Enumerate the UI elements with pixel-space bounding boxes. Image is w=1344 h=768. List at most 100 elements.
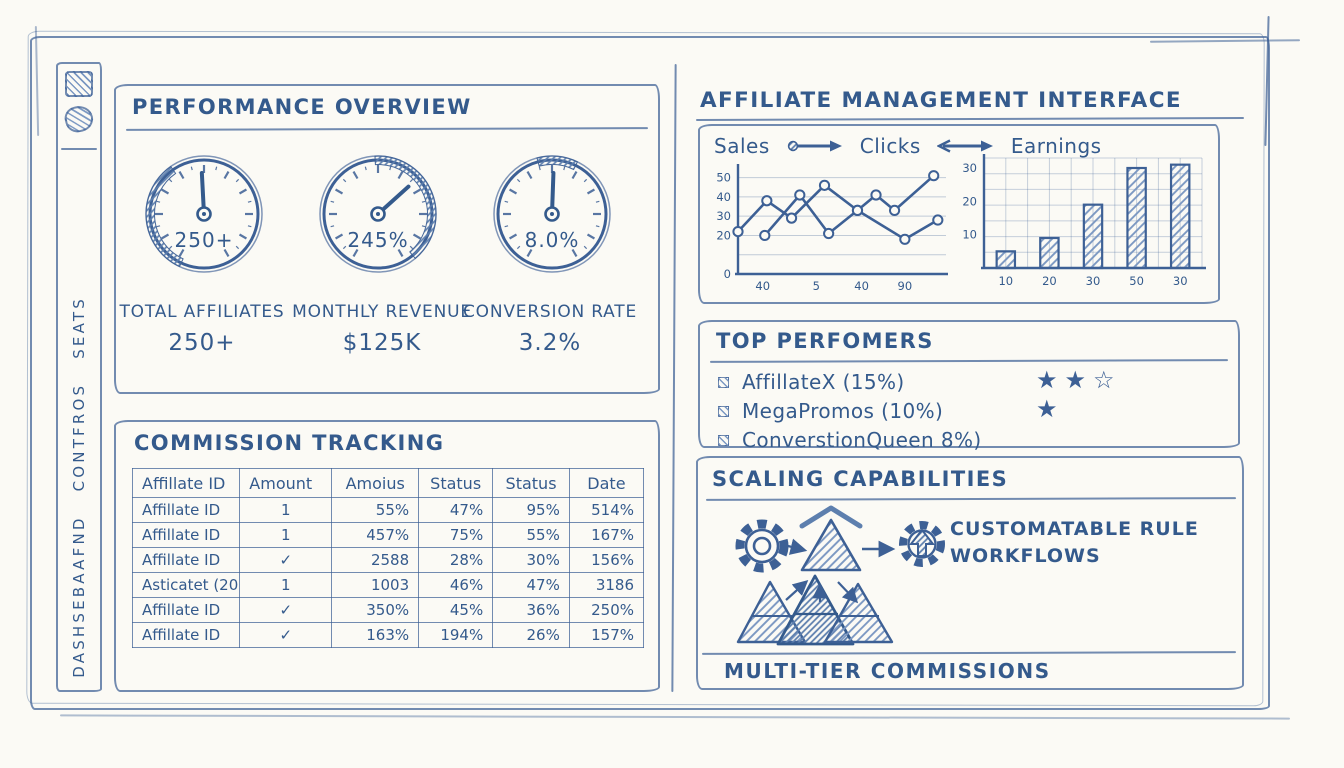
table-cell: 167% (568, 522, 645, 548)
stat-value: $125K (342, 330, 422, 356)
data-point (823, 227, 835, 240)
flow-arrow-icon (787, 140, 842, 152)
sidebar-divider (61, 148, 97, 150)
performer-name: MegaPromos (10%) (742, 399, 944, 423)
svg-text:20: 20 (1042, 274, 1057, 288)
table-cell: 55% (492, 522, 570, 548)
stat-label: CONVERSION RATE (462, 302, 637, 322)
table-cell: 194% (418, 622, 494, 648)
table-cell: 2588 (331, 547, 420, 573)
upgrade-gear-icon (899, 521, 945, 567)
table-row[interactable]: Affillate ID ✓ 163% 194% 26% 157% (131, 622, 645, 648)
sketch-stroke (59, 714, 1291, 720)
performer-item[interactable]: MegaPromos (10%) ★ (718, 395, 1218, 425)
data-point (732, 226, 744, 238)
bar (1039, 236, 1060, 270)
star-rating: ★ (1036, 395, 1065, 423)
performer-item[interactable]: AffillateX (15%) ★★☆ (718, 366, 1218, 396)
table-cell: 1003 (331, 572, 420, 598)
bullet-icon (718, 434, 729, 446)
data-point (932, 214, 944, 226)
table-cell: 28% (418, 547, 494, 573)
legend-item-clicks[interactable]: Clicks (859, 134, 921, 158)
table-header-row: Affillate ID Amount Amoius Status Status Date (131, 468, 645, 498)
gauge-value: 8.0% (525, 228, 580, 252)
bookmark-icon[interactable] (62, 102, 96, 136)
table-cell: 45% (418, 597, 494, 623)
table-cell: Affillate ID (131, 622, 241, 648)
table-cell: 3186 (568, 572, 645, 598)
tier-triangles-icon (736, 574, 894, 646)
stat-value: 3.2% (518, 330, 582, 356)
table-row[interactable]: Affillate ID 1 457% 75% 55% 167% (131, 522, 645, 548)
column-header: Amoius (331, 468, 420, 498)
performer-name: ConverstionQueen 8%) (742, 428, 982, 452)
table-cell: 350% (331, 597, 420, 623)
chevron-icon (799, 505, 863, 529)
table-cell: 95% (492, 497, 570, 523)
bullet-icon (718, 405, 729, 417)
svg-text:10: 10 (998, 274, 1013, 288)
table-row[interactable]: Affillate ID ✓ 2588 28% 30% 156% (131, 547, 645, 573)
table-cell: 1 (239, 572, 333, 598)
data-point (759, 229, 771, 242)
legend-item-earnings[interactable]: Earnings (1010, 134, 1102, 158)
column-header: Date (568, 468, 645, 498)
table-cell: 75% (418, 522, 494, 548)
table-row[interactable]: Asticatet (20 1 1003 46% 47% 3186 (131, 572, 645, 598)
pyramid-icon (800, 518, 862, 572)
arrow (785, 579, 809, 601)
table-row[interactable]: Affillate ID ✓ 350% 45% 36% 250% (131, 597, 645, 623)
svg-text:5: 5 (813, 279, 820, 293)
sidebar: DASHSEBAAFND CONTFROS SEATS (56, 62, 102, 692)
sidebar-label: DASHSEBAAFND CONTFROS SEATS (70, 296, 88, 678)
svg-text:40: 40 (755, 279, 770, 293)
performance-title: PERFORMANCE OVERVIEW (132, 95, 472, 119)
table-cell: 46% (418, 572, 494, 598)
stat-label: TOTAL AFFILIATES (119, 302, 285, 322)
column-header: Amount (239, 468, 333, 498)
svg-text:10: 10 (962, 228, 977, 242)
column-header: Status (492, 468, 570, 498)
chart-legend: Sales Clicks Earnings (714, 134, 1102, 158)
table-cell: 55% (331, 497, 420, 523)
table-row[interactable]: Affillate ID 1 55% 47% 95% 514% (131, 497, 645, 523)
gear-icon (735, 519, 789, 573)
arrow (837, 581, 859, 604)
svg-text:40: 40 (854, 279, 869, 293)
data-point (870, 189, 882, 201)
performer-name: AffillateX (15%) (742, 370, 905, 394)
data-point (761, 195, 773, 207)
grid-icon[interactable] (65, 71, 93, 97)
table-cell: 30% (492, 547, 570, 573)
table-cell: 26% (492, 622, 570, 648)
stat-label: MONTHLY REVENUE (292, 302, 472, 322)
legend-item-sales[interactable]: Sales (714, 134, 770, 158)
stat-1: MONTHLY REVENUE $125K (292, 302, 472, 356)
svg-text:0: 0 (724, 267, 731, 281)
top-performers-title: TOP PERFOMERS (716, 329, 934, 353)
data-point (818, 179, 831, 191)
commission-table: Affillate ID Amount Amoius Status Status Date… (131, 468, 645, 648)
performance-overview-panel: PERFORMANCE OVERVIEW 250+ 245% 8.0% TOTAL … (114, 84, 660, 394)
bullet-icon (718, 376, 729, 388)
table-cell: 1 (239, 522, 333, 548)
svg-text:20: 20 (962, 194, 977, 208)
svg-text:50: 50 (1129, 274, 1144, 288)
svg-text:50: 50 (716, 171, 731, 185)
commission-tracking-panel: COMMISSION TRACKING Affillate ID Amount Am… (114, 420, 660, 692)
performer-item[interactable]: ConverstionQueen 8%) (718, 426, 1218, 454)
title-underline (125, 127, 649, 131)
stat-0: TOTAL AFFILIATES 250+ (112, 302, 292, 356)
bar (995, 250, 1017, 270)
table-cell: 514% (568, 497, 645, 523)
top-performers-panel: TOP PERFOMERS AffillateX (15%) ★★☆ MegaPro… (698, 320, 1240, 452)
arrow (787, 538, 808, 555)
table-cell: ✓ (239, 597, 333, 623)
svg-text:40: 40 (716, 190, 731, 204)
table-cell: 157% (568, 622, 645, 648)
stat-value: 250+ (168, 330, 236, 356)
svg-text:20: 20 (716, 228, 731, 242)
gauge-arc (374, 155, 437, 260)
